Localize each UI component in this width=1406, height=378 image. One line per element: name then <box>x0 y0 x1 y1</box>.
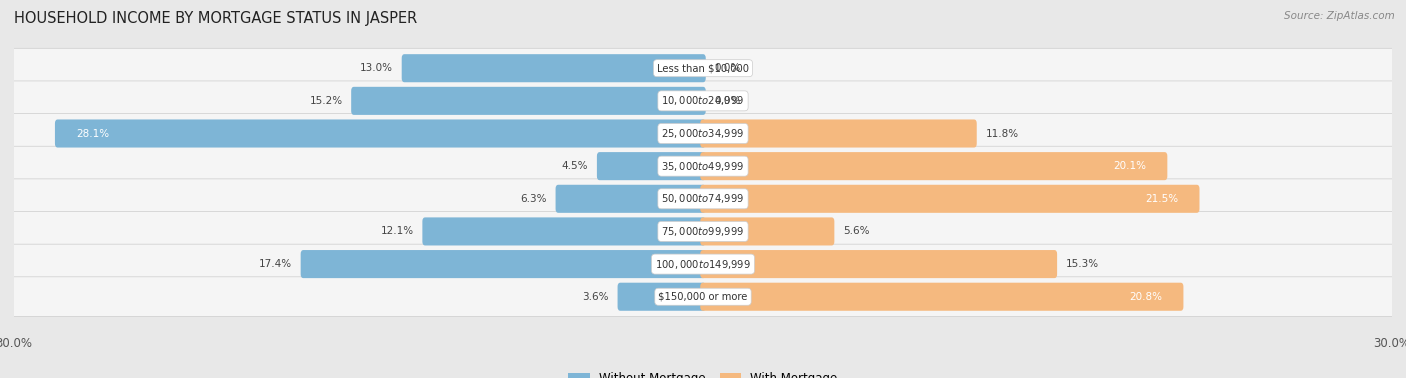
Text: 13.0%: 13.0% <box>360 63 392 73</box>
Text: Source: ZipAtlas.com: Source: ZipAtlas.com <box>1284 11 1395 21</box>
Text: $150,000 or more: $150,000 or more <box>658 292 748 302</box>
FancyBboxPatch shape <box>6 179 1400 219</box>
Text: 17.4%: 17.4% <box>259 259 292 269</box>
FancyBboxPatch shape <box>422 217 706 245</box>
FancyBboxPatch shape <box>700 185 1199 213</box>
Text: 0.0%: 0.0% <box>714 63 741 73</box>
FancyBboxPatch shape <box>402 54 706 82</box>
FancyBboxPatch shape <box>352 87 706 115</box>
FancyBboxPatch shape <box>6 81 1400 121</box>
FancyBboxPatch shape <box>6 48 1400 88</box>
FancyBboxPatch shape <box>301 250 706 278</box>
Text: $10,000 to $24,999: $10,000 to $24,999 <box>661 94 745 107</box>
Text: 4.5%: 4.5% <box>561 161 588 171</box>
Text: 11.8%: 11.8% <box>986 129 1018 138</box>
Text: $75,000 to $99,999: $75,000 to $99,999 <box>661 225 745 238</box>
Text: 20.1%: 20.1% <box>1114 161 1146 171</box>
FancyBboxPatch shape <box>6 212 1400 251</box>
Text: Less than $10,000: Less than $10,000 <box>657 63 749 73</box>
FancyBboxPatch shape <box>6 146 1400 186</box>
FancyBboxPatch shape <box>598 152 706 180</box>
FancyBboxPatch shape <box>6 114 1400 153</box>
Text: 6.3%: 6.3% <box>520 194 547 204</box>
Text: 20.8%: 20.8% <box>1129 292 1163 302</box>
FancyBboxPatch shape <box>6 277 1400 317</box>
Text: 21.5%: 21.5% <box>1146 194 1178 204</box>
Text: 5.6%: 5.6% <box>844 226 869 237</box>
FancyBboxPatch shape <box>700 250 1057 278</box>
Text: $25,000 to $34,999: $25,000 to $34,999 <box>661 127 745 140</box>
Text: $50,000 to $74,999: $50,000 to $74,999 <box>661 192 745 205</box>
FancyBboxPatch shape <box>700 119 977 147</box>
FancyBboxPatch shape <box>700 217 834 245</box>
Text: $100,000 to $149,999: $100,000 to $149,999 <box>655 257 751 271</box>
Legend: Without Mortgage, With Mortgage: Without Mortgage, With Mortgage <box>564 367 842 378</box>
Text: 3.6%: 3.6% <box>582 292 609 302</box>
Text: HOUSEHOLD INCOME BY MORTGAGE STATUS IN JASPER: HOUSEHOLD INCOME BY MORTGAGE STATUS IN J… <box>14 11 418 26</box>
FancyBboxPatch shape <box>555 185 706 213</box>
Text: 0.0%: 0.0% <box>714 96 741 106</box>
Text: 28.1%: 28.1% <box>76 129 110 138</box>
Text: 15.2%: 15.2% <box>309 96 343 106</box>
Text: 12.1%: 12.1% <box>381 226 413 237</box>
Text: 15.3%: 15.3% <box>1066 259 1099 269</box>
FancyBboxPatch shape <box>617 283 706 311</box>
Text: $35,000 to $49,999: $35,000 to $49,999 <box>661 160 745 173</box>
FancyBboxPatch shape <box>6 244 1400 284</box>
FancyBboxPatch shape <box>700 152 1167 180</box>
FancyBboxPatch shape <box>55 119 706 147</box>
FancyBboxPatch shape <box>700 283 1184 311</box>
